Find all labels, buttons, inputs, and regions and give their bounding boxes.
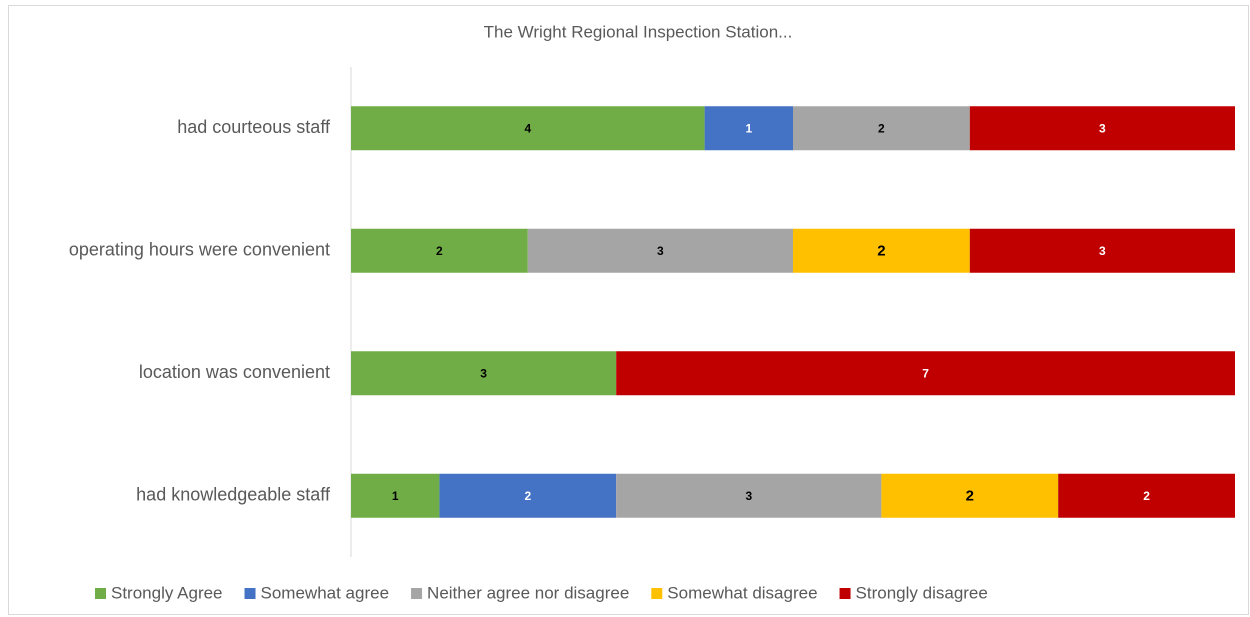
data-label: 3 [1099, 244, 1106, 258]
bar-segment [439, 473, 617, 518]
data-label: 3 [657, 244, 664, 258]
legend-swatch [651, 588, 663, 599]
legend-label: Somewhat disagree [667, 583, 817, 602]
category-label: location was convenient [139, 362, 330, 382]
bar-segment [969, 106, 1235, 151]
legend-label: Somewhat agree [261, 583, 390, 602]
data-label: 2 [966, 488, 974, 505]
bar-segment [351, 473, 440, 518]
bar-segment [616, 473, 882, 518]
bar-segment [351, 228, 528, 273]
bar-segment [351, 106, 705, 151]
data-label: 2 [524, 489, 531, 503]
legend-swatch [839, 588, 851, 599]
bar-segment [969, 228, 1235, 273]
data-label: 4 [524, 121, 531, 135]
data-label: 2 [877, 243, 885, 260]
data-label: 3 [480, 366, 487, 380]
legend-swatch [411, 588, 423, 599]
category-label: had courteous staff [177, 117, 331, 137]
category-label: had knowledgeable staff [136, 485, 331, 505]
data-label: 1 [392, 489, 399, 503]
bar-segment [793, 228, 970, 273]
chart-border [8, 5, 1249, 615]
data-label: 3 [1099, 121, 1106, 135]
data-label: 3 [745, 489, 752, 503]
data-label: 7 [922, 366, 929, 380]
legend-swatch [95, 588, 106, 599]
data-label: 2 [1143, 489, 1150, 503]
legend-label: Neither agree nor disagree [427, 583, 629, 602]
bar-segment [704, 106, 793, 151]
data-label: 2 [436, 244, 443, 258]
bar-segment [351, 351, 617, 396]
legend-label: Strongly disagree [856, 583, 988, 602]
bar-segment [881, 473, 1059, 518]
category-label: operating hours were convenient [69, 240, 330, 260]
chart-title: The Wright Regional Inspection Station..… [484, 22, 793, 41]
legend-label: Strongly Agree [111, 583, 223, 602]
bar-segment [1058, 473, 1235, 518]
legend-swatch [244, 588, 256, 599]
bar-segment [527, 228, 793, 273]
bar-segment [616, 351, 1235, 396]
data-label: 1 [745, 121, 752, 135]
data-label: 2 [878, 121, 885, 135]
bar-segment [793, 106, 970, 151]
